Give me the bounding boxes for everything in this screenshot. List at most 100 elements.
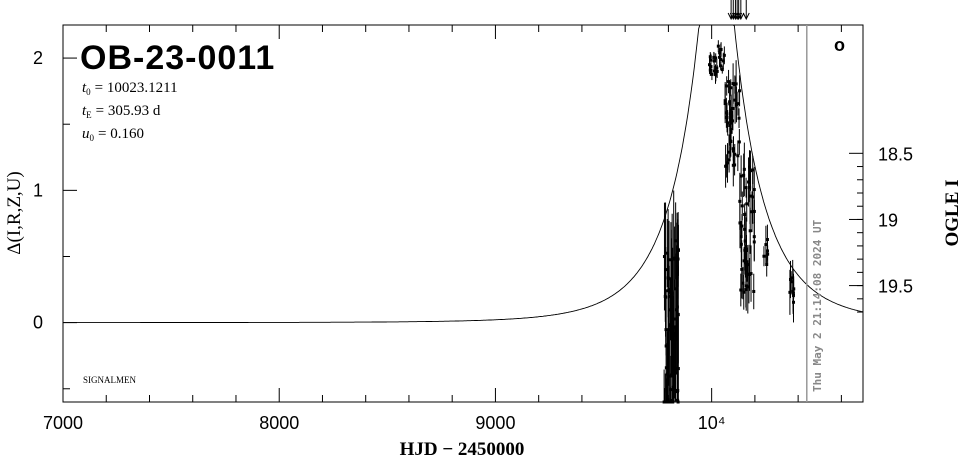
data-point (764, 243, 768, 247)
data-point (674, 239, 678, 243)
data-point (726, 121, 730, 125)
data-point (712, 59, 716, 63)
data-point (730, 114, 734, 118)
data-point (788, 290, 792, 294)
data-point (737, 116, 741, 120)
x-axis-title: HJD − 2450000 (400, 439, 525, 459)
data-point (725, 116, 729, 120)
data-point (749, 272, 753, 276)
data-point (667, 258, 671, 262)
data-point (792, 287, 796, 291)
data-point (708, 55, 712, 59)
data-point (741, 281, 745, 285)
data-point (729, 86, 733, 90)
data-point (733, 152, 737, 156)
data-point (728, 112, 732, 116)
data-point (667, 288, 671, 292)
data-point (668, 400, 672, 404)
data-point (674, 308, 678, 312)
data-point (665, 372, 669, 376)
data-point (789, 280, 793, 284)
data-point (742, 167, 746, 171)
data-point (670, 320, 674, 324)
plot-frame (62, 24, 864, 403)
data-point (723, 99, 727, 103)
data-point (671, 400, 675, 404)
data-point (715, 66, 719, 70)
data-point (714, 56, 718, 60)
data-point (662, 255, 666, 259)
data-point (743, 248, 747, 252)
y-tick-label-right: 19 (878, 210, 898, 230)
data-point (738, 199, 742, 203)
data-point (674, 367, 678, 371)
data-point (673, 371, 677, 375)
arrow-markers-layer (727, 0, 750, 21)
data-point (729, 130, 733, 134)
data-point (726, 161, 730, 165)
data-point (675, 275, 679, 279)
data-point (751, 168, 755, 172)
data-point (669, 373, 673, 377)
data-point (752, 289, 756, 293)
data-point (731, 163, 735, 167)
data-point (745, 263, 749, 267)
data-point (721, 59, 725, 63)
data-point (714, 72, 718, 76)
y-tick-label-left: 2 (33, 48, 43, 68)
data-point (720, 68, 724, 72)
data-point (676, 367, 680, 371)
data-point (740, 267, 744, 271)
data-point (740, 204, 744, 208)
data-point (731, 106, 735, 110)
data-point (666, 400, 670, 404)
data-point (719, 48, 723, 52)
data-points-layer (662, 40, 796, 404)
data-point (712, 69, 716, 73)
data-point (742, 173, 746, 177)
x-tick-label: 7000 (43, 413, 83, 433)
y-tick-label-right: 19.5 (878, 277, 913, 297)
data-point (744, 186, 748, 190)
data-point (670, 257, 674, 261)
data-point (752, 188, 756, 192)
data-point (752, 209, 756, 213)
data-point (765, 263, 769, 267)
data-point (737, 140, 741, 144)
data-point (664, 344, 668, 348)
data-point (765, 238, 769, 242)
data-point (750, 210, 754, 214)
data-point (716, 44, 720, 48)
data-point (667, 328, 671, 332)
data-point (744, 288, 748, 292)
param-u0: u0 = 0.160 (82, 126, 144, 143)
arrow-marker-head (737, 12, 745, 21)
y-axis-title-left: Δ(I,R,Z,U) (4, 171, 25, 254)
data-point (762, 254, 766, 258)
data-point (742, 259, 746, 263)
param-te: tE = 305.93 d (82, 103, 161, 120)
data-point (672, 334, 676, 338)
data-point (742, 290, 746, 294)
data-point (731, 147, 735, 151)
data-point (674, 287, 678, 291)
x-tick-label: 8000 (259, 413, 299, 433)
data-point (751, 195, 755, 199)
data-point (739, 288, 743, 292)
data-point (747, 180, 751, 184)
data-point (752, 240, 756, 244)
data-point (791, 291, 795, 295)
data-point (739, 174, 743, 178)
data-point (671, 306, 675, 310)
data-point (719, 58, 723, 62)
data-point (728, 102, 732, 106)
data-point (749, 169, 753, 173)
data-point (733, 98, 737, 102)
data-point (744, 249, 748, 253)
data-point (731, 82, 735, 86)
legend-symbol: o (834, 35, 845, 55)
y-axis-title-right-text: OGLE I (942, 179, 963, 246)
data-point (738, 89, 742, 93)
data-point (740, 224, 744, 228)
